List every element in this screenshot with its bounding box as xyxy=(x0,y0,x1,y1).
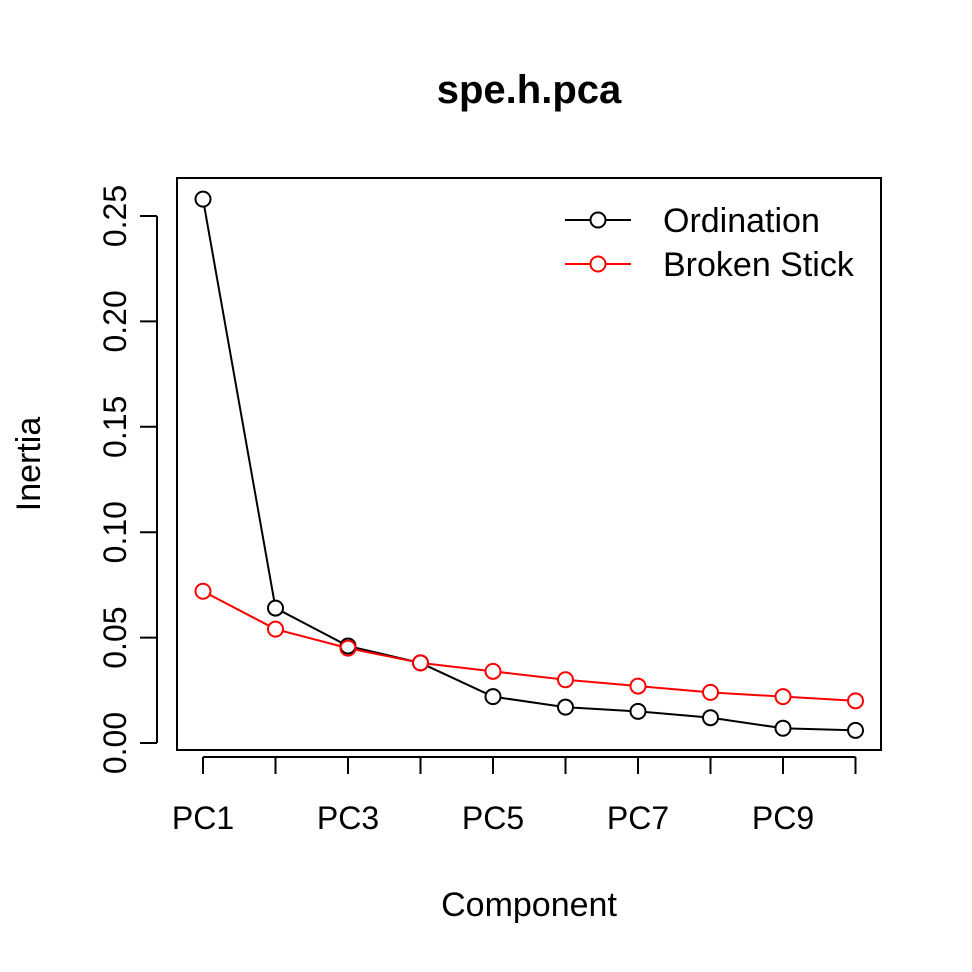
data-point xyxy=(557,698,574,716)
series-segment xyxy=(790,696,849,702)
data-point xyxy=(267,620,284,638)
data-point xyxy=(194,582,212,600)
series-segment xyxy=(209,593,270,627)
data-point xyxy=(847,692,864,710)
x-tick-label: PC9 xyxy=(752,800,814,836)
series-layer xyxy=(194,190,864,739)
legend: Ordination Broken Stick xyxy=(565,202,855,284)
series-segment xyxy=(426,665,487,695)
series-segment xyxy=(645,685,704,693)
data-point xyxy=(702,683,719,701)
y-tick-label: 0.15 xyxy=(97,396,133,458)
series-segment xyxy=(645,711,704,719)
series-segment xyxy=(281,610,342,644)
data-point xyxy=(774,688,792,706)
data-point xyxy=(774,719,792,737)
series-segment xyxy=(427,662,486,672)
data-point xyxy=(629,677,647,695)
series-1 xyxy=(194,582,864,710)
legend-label: Ordination xyxy=(663,202,820,240)
series-segment xyxy=(572,679,631,687)
series-segment xyxy=(355,648,414,663)
data-point xyxy=(267,599,284,617)
y-tick-label: 0.10 xyxy=(97,501,133,563)
legend-item: Broken Stick xyxy=(565,246,855,284)
legend-marker xyxy=(589,255,607,273)
x-tick-label: PC1 xyxy=(172,800,234,836)
y-axis-label: Inertia xyxy=(10,417,48,512)
x-tick-label: PC7 xyxy=(607,800,669,836)
plot-frame xyxy=(176,177,882,751)
series-segment xyxy=(500,671,559,680)
y-tick-label: 0.00 xyxy=(97,712,133,774)
y-axis: 0.00 0.05 0.10 0.15 0.20 0.25 xyxy=(97,185,158,774)
x-axis-label: Component xyxy=(441,886,617,924)
legend-label: Broken Stick xyxy=(663,246,855,284)
data-point xyxy=(339,639,357,657)
series-segment xyxy=(572,706,631,712)
data-point xyxy=(629,702,647,720)
chart-title: spe.h.pca xyxy=(437,68,622,112)
y-tick-label: 0.05 xyxy=(97,606,133,668)
series-segment xyxy=(203,206,276,601)
series-0 xyxy=(194,190,864,739)
data-point xyxy=(557,671,574,689)
x-tick-label: PC3 xyxy=(317,800,379,836)
data-point xyxy=(702,709,719,727)
data-point xyxy=(484,688,502,706)
x-tick-label: PC5 xyxy=(462,800,524,836)
data-point xyxy=(484,662,502,680)
legend-item: Ordination xyxy=(565,202,820,240)
series-segment xyxy=(500,696,559,708)
y-tick-label: 0.20 xyxy=(97,290,133,352)
series-segment xyxy=(790,727,849,732)
x-axis: PC1 PC3 PC5 PC7 PC9 xyxy=(172,756,857,836)
data-point xyxy=(194,190,212,208)
y-tick-label: 0.25 xyxy=(97,185,133,247)
series-segment xyxy=(282,630,341,648)
data-point xyxy=(847,721,864,739)
series-segment xyxy=(717,717,776,729)
series-segment xyxy=(717,691,776,698)
legend-marker xyxy=(589,211,607,229)
data-point xyxy=(412,654,429,672)
